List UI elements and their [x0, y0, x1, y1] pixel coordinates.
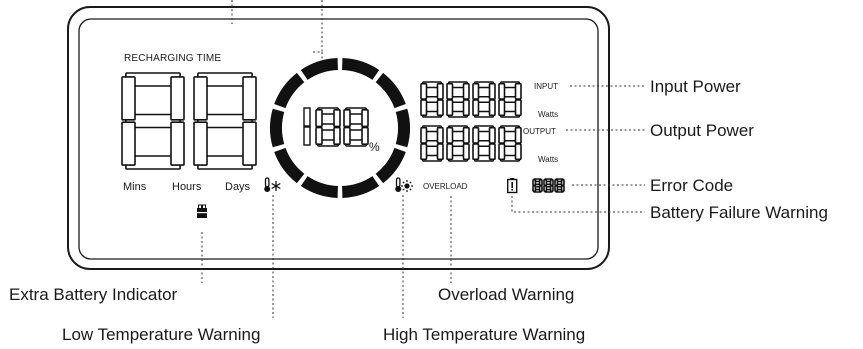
- input-power-digits: [420, 81, 522, 118]
- callout-low-temp: Low Temperature Warning: [62, 325, 260, 344]
- recharging-time-label: RECHARGING TIME: [124, 53, 221, 64]
- output-digit-0: [420, 125, 444, 162]
- output-power-digits: [420, 125, 522, 162]
- percent-unit: %: [369, 140, 380, 154]
- unit-hours: Hours: [172, 181, 202, 193]
- battery-ring: [269, 58, 410, 198]
- battery-warning-icon: [506, 178, 518, 194]
- ring-segment: [300, 176, 338, 198]
- percent-digits: [303, 107, 369, 147]
- ring-segment: [375, 147, 406, 184]
- extra-battery-icon: [197, 204, 207, 218]
- output-unit: Watts: [538, 155, 558, 164]
- unit-mins: Mins: [123, 181, 147, 193]
- output-digit-2: [472, 125, 496, 162]
- overload-label: OVERLOAD: [423, 182, 468, 191]
- callout-high-temp: High Temperature Warning: [383, 325, 585, 344]
- thermometer-snowflake-icon: [264, 177, 281, 192]
- big-digit-1: [193, 72, 257, 170]
- callout-output-power: Output Power: [650, 121, 754, 140]
- callout-battery-failure: Battery Failure Warning: [650, 203, 828, 222]
- callout-extra-battery: Extra Battery Indicator: [9, 285, 178, 304]
- error-code-digits: [532, 178, 565, 193]
- percent-digit-0: [303, 107, 311, 146]
- ring-segment: [274, 72, 305, 109]
- callout-overload: Overload Warning: [438, 285, 574, 304]
- ring-segment: [269, 108, 285, 148]
- input-digit-0: [420, 81, 444, 118]
- error-digit-1: [543, 178, 554, 193]
- percent-digit-1: [315, 107, 341, 147]
- ring-segment: [375, 72, 406, 109]
- ring-segment: [342, 58, 380, 80]
- input-digit-2: [472, 81, 496, 118]
- thermometer-sun-icon: [395, 177, 413, 192]
- ring-segment: [395, 108, 410, 148]
- error-digit-2: [554, 178, 565, 193]
- input-digit-1: [446, 81, 470, 118]
- ring-segment: [300, 58, 338, 80]
- leader-lines: [201, 0, 645, 318]
- ring-segment: [342, 176, 380, 198]
- callout-error-code: Error Code: [650, 176, 733, 195]
- error-digit-0: [532, 178, 543, 193]
- input-digit-3: [498, 81, 522, 118]
- output-label: OUTPUT: [523, 127, 556, 136]
- output-digit-3: [498, 125, 522, 162]
- big-digit-0: [121, 72, 185, 170]
- percent-digit-2: [343, 107, 369, 147]
- callout-input-power: Input Power: [650, 77, 741, 96]
- output-digit-1: [446, 125, 470, 162]
- ring-segment: [274, 147, 305, 184]
- big-digit-display: [121, 72, 257, 170]
- input-label: INPUT: [534, 82, 558, 91]
- input-unit: Watts: [538, 110, 558, 119]
- unit-days: Days: [225, 181, 251, 193]
